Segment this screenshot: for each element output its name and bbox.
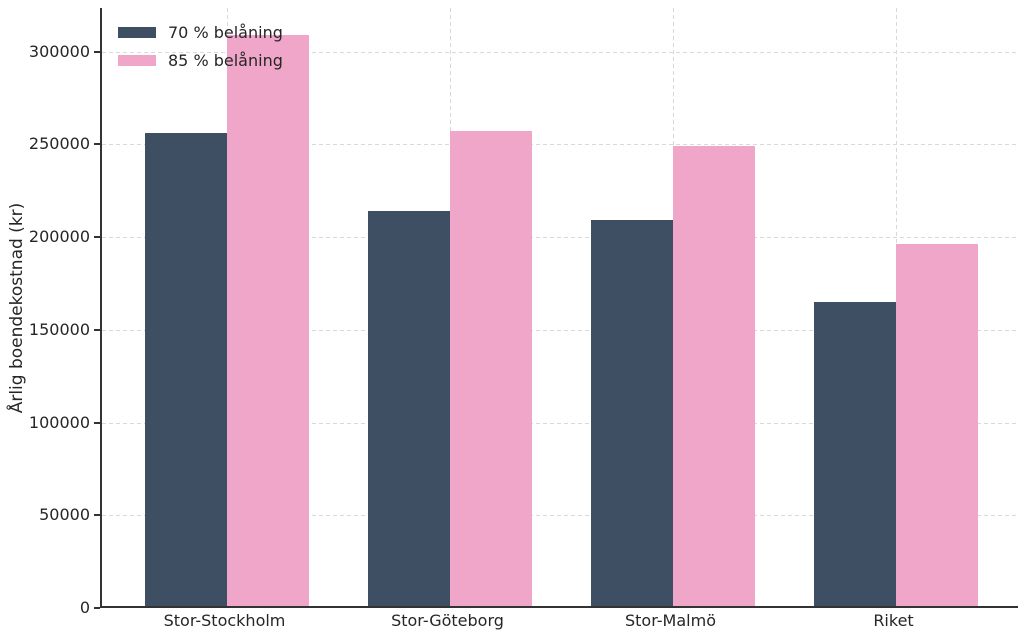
y-tick-label: 150000 [28, 319, 90, 339]
gridline-horizontal [102, 144, 1018, 146]
y-tick-label: 0 [79, 598, 90, 617]
y-tick-mark [94, 607, 100, 609]
gridline-horizontal [102, 237, 1018, 239]
y-tick-mark [94, 50, 100, 53]
plot-area: 70 % belåning 85 % belåning [100, 8, 1018, 608]
bar-85-Stor-Göteborg [449, 131, 532, 606]
y-tick-mark [94, 421, 100, 424]
bar-70-Stor-Stockholm [144, 133, 227, 606]
y-tick-label: 200000 [28, 227, 90, 247]
gridline-horizontal [102, 515, 1018, 517]
y-tick-mark [94, 143, 100, 146]
bar-70-Riket [813, 302, 896, 606]
y-tick-mark [94, 236, 100, 239]
x-tick-label: Stor-Göteborg [391, 611, 504, 630]
y-tick-mark [94, 514, 100, 517]
gridline-horizontal [102, 329, 1018, 331]
gridline-horizontal [102, 422, 1018, 424]
legend-swatch-85-icon [118, 54, 156, 66]
legend-swatch-70-icon [118, 26, 156, 38]
x-tick-label: Stor-Stockholm [163, 611, 286, 630]
x-tick-label: Stor-Malmö [625, 611, 716, 630]
x-tick-label: Riket [873, 611, 914, 630]
y-tick-mark [94, 328, 100, 331]
y-tick-label: 300000 [28, 41, 90, 61]
bar-85-Riket [895, 244, 978, 606]
gridline-horizontal [102, 51, 1018, 53]
bar-70-Stor-Göteborg [367, 211, 450, 606]
y-tick-label: 100000 [28, 412, 90, 432]
legend: 70 % belåning 85 % belåning [118, 22, 283, 70]
legend-label-70: 70 % belåning [168, 22, 283, 42]
bar-85-Stor-Malmö [672, 146, 755, 606]
bar-85-Stor-Stockholm [226, 35, 309, 606]
y-tick-label: 250000 [28, 134, 90, 154]
legend-label-85: 85 % belåning [168, 50, 283, 70]
y-tick-label: 50000 [39, 505, 90, 525]
legend-item-85: 85 % belåning [118, 50, 283, 70]
bar-70-Stor-Malmö [590, 220, 673, 606]
legend-item-70: 70 % belåning [118, 22, 283, 42]
